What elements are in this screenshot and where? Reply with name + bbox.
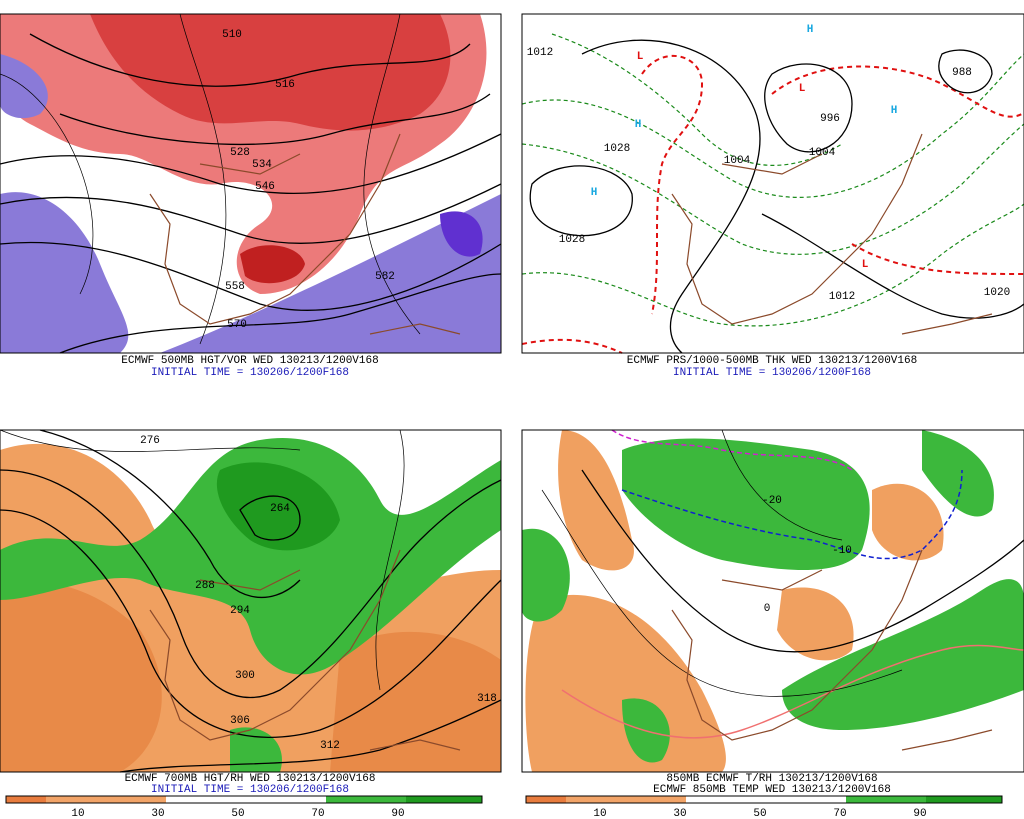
contour-label: 0	[764, 603, 771, 615]
contour-label: 582	[375, 271, 395, 283]
contour-label: 510	[222, 29, 242, 41]
contour-label: 546	[255, 181, 275, 193]
contour-label: 996	[820, 113, 840, 125]
colorbar-label: 70	[311, 808, 324, 819]
contour-label: 312	[320, 740, 340, 752]
panel-850mb	[521, 429, 1024, 773]
contour-label: 318	[477, 693, 497, 705]
contour-label: 1028	[604, 143, 630, 155]
caption: 850MB ECMWF T/RH 130213/1200V168	[666, 773, 877, 785]
colorbar-label: 50	[753, 808, 766, 819]
contour-label: 1028	[559, 234, 585, 246]
contour-label: 264	[270, 503, 290, 515]
subcaption: INITIAL TIME = 130206/1200F168	[151, 367, 349, 379]
subcaption: INITIAL TIME = 130206/1200F168	[151, 784, 349, 796]
colorbar-label: 30	[151, 808, 164, 819]
high-symbol: H	[891, 105, 898, 117]
contour-label: 570	[227, 319, 247, 331]
subcaption: INITIAL TIME = 130206/1200F168	[673, 367, 871, 379]
contour-label: 306	[230, 715, 250, 727]
contour-label: 288	[195, 580, 215, 592]
caption: ECMWF 700MB HGT/RH WED 130213/1200V168	[125, 773, 376, 785]
contour-label: 300	[235, 670, 255, 682]
caption: ECMWF PRS/1000-500MB THK WED 130213/1200…	[627, 355, 917, 367]
contour-label: 516	[275, 79, 295, 91]
colorbar-label: 10	[71, 808, 84, 819]
colorbar-label: 10	[593, 808, 606, 819]
contour-label: 988	[952, 67, 972, 79]
subcaption: ECMWF 850MB TEMP WED 130213/1200V168	[653, 784, 891, 796]
panel-700mb	[0, 429, 502, 773]
contour-label: 534	[252, 159, 272, 171]
contour-label: 1012	[829, 291, 855, 303]
colorbar-label: 90	[391, 808, 404, 819]
contour-label: 528	[230, 147, 250, 159]
contour-label: 276	[140, 435, 160, 447]
colorbar	[525, 795, 1003, 804]
colorbar	[5, 795, 483, 804]
low-symbol: L	[637, 51, 644, 63]
high-symbol: H	[635, 119, 642, 131]
colorbar-label: 70	[833, 808, 846, 819]
contour-label: 294	[230, 605, 250, 617]
panel-500mb	[0, 13, 502, 354]
contour-label: 1004	[809, 147, 836, 159]
contour-label: 1004	[724, 155, 751, 167]
colorbar-label: 30	[673, 808, 686, 819]
contour-label: 1012	[527, 47, 553, 59]
high-symbol: H	[807, 24, 814, 36]
contour-label: -20	[762, 495, 782, 507]
colorbar-label: 90	[913, 808, 926, 819]
panel-pressure	[521, 13, 1024, 354]
caption: ECMWF 500MB HGT/VOR WED 130213/1200V168	[121, 355, 378, 367]
colorbar-label: 50	[231, 808, 244, 819]
contour-label: 1020	[984, 287, 1010, 299]
contour-label: 558	[225, 281, 245, 293]
high-symbol: H	[591, 187, 598, 199]
low-symbol: L	[862, 259, 869, 271]
low-symbol: L	[799, 83, 806, 95]
contour-label: -10	[832, 545, 852, 557]
